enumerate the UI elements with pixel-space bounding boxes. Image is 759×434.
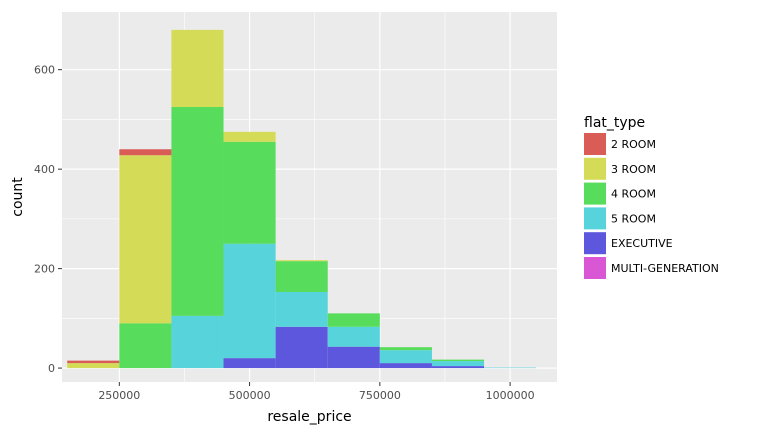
- y-axis-title: count: [10, 177, 26, 217]
- legend-swatch-4-room: [584, 182, 606, 205]
- legend-swatch-multi-generation: [584, 257, 606, 279]
- bar-segment-4-room: [431, 359, 485, 362]
- y-tick-label: 400: [34, 163, 55, 176]
- bar-segment-3-room: [67, 363, 120, 369]
- legend-title: flat_type: [584, 115, 645, 131]
- bar-segment-3-room: [119, 155, 172, 324]
- bar-segment-executive: [223, 358, 276, 369]
- bar-segment-3-room: [171, 29, 224, 107]
- bar-segment-3-room: [275, 260, 328, 262]
- bar-segment-5-room: [275, 291, 328, 327]
- y-tick-label: 200: [34, 263, 55, 276]
- legend: 2 ROOM 3 ROOM 4 ROOM 5 ROOM EXECUTIVE MULTI-G…: [584, 133, 719, 279]
- x-tick-label: 250000: [98, 389, 140, 402]
- y-tick-label: 0: [48, 362, 55, 375]
- bar-segment-5-room: [223, 243, 276, 359]
- legend-swatch-3-room: [584, 157, 606, 180]
- bar-segment-executive: [379, 363, 432, 369]
- legend-label-4-room: 4 ROOM: [611, 188, 656, 201]
- bar-segment-5-room: [431, 361, 485, 367]
- legend-label-5-room: 5 ROOM: [611, 212, 656, 225]
- legend-label-3-room: 3 ROOM: [611, 163, 656, 176]
- x-tick-label: 750000: [359, 389, 401, 402]
- legend-swatch-5-room: [584, 207, 606, 230]
- axes: 250000 500000 750000 1000000 0 200 400 600: [34, 64, 535, 402]
- bar-segment-4-room: [119, 323, 172, 369]
- bar-segment-4-room: [327, 313, 380, 327]
- legend-swatch-executive: [584, 232, 606, 255]
- x-tick-label: 500000: [229, 389, 271, 402]
- legend-label-executive: EXECUTIVE: [611, 237, 673, 250]
- legend-label-multi-generation: MULTI-GENERATION: [611, 262, 719, 275]
- bar-segment-executive: [431, 366, 485, 369]
- bar-segment-5-room: [327, 326, 380, 347]
- bar-segment-4-room: [171, 106, 224, 316]
- bar-segment-2-room: [119, 149, 172, 156]
- legend-swatch-2-room: [584, 133, 606, 155]
- bars: [67, 29, 537, 369]
- bar-segment-executive: [327, 346, 380, 369]
- y-tick-label: 600: [34, 64, 55, 77]
- x-tick-label: 1000000: [486, 389, 535, 402]
- bar-segment-5-room: [379, 350, 432, 364]
- bar-segment-executive: [275, 326, 328, 369]
- bar-segment-2-room: [67, 360, 120, 364]
- bar-segment-5-room: [171, 315, 224, 369]
- bar-segment-4-room: [379, 347, 432, 351]
- legend-label-2-room: 2 ROOM: [611, 138, 656, 151]
- x-axis-title: resale_price: [267, 409, 351, 425]
- bar-segment-4-room: [275, 261, 328, 292]
- bar-segment-3-room: [223, 131, 276, 142]
- bar-segment-4-room: [223, 141, 276, 244]
